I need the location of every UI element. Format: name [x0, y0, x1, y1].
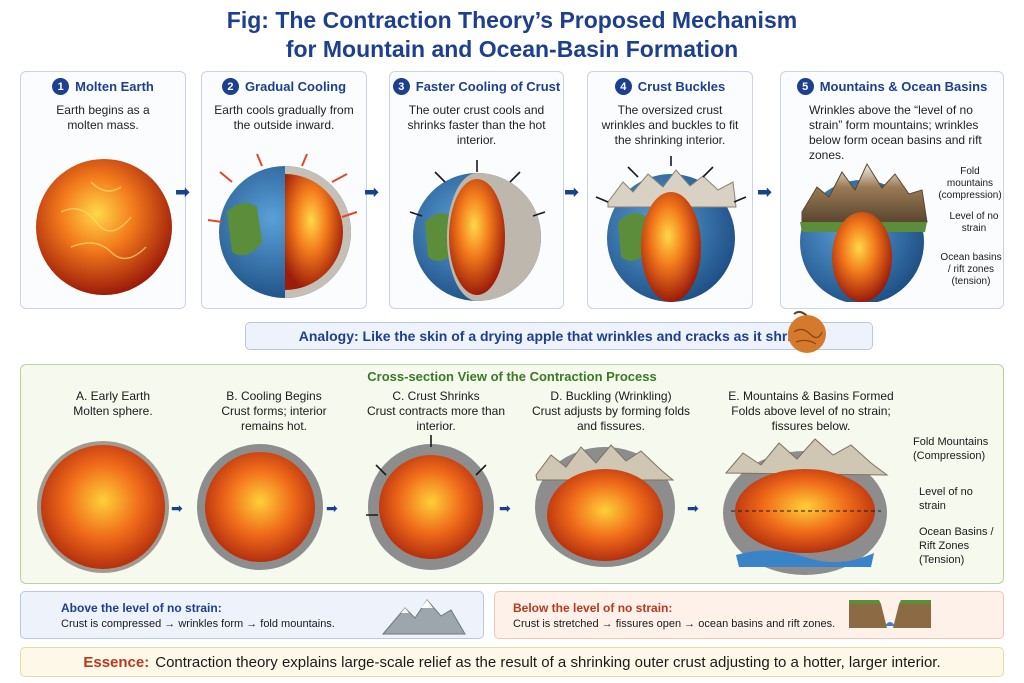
above-heading: Above the level of no strain:: [61, 601, 222, 615]
arrow-right-icon: ➡: [175, 182, 191, 202]
svg-text:➡: ➡: [687, 500, 699, 516]
stage-2-panel: 2 Gradual Cooling Earth cools gradually f…: [201, 71, 367, 309]
below-body: Crust is stretched → fissures open → oce…: [513, 618, 836, 630]
cross-section-col-b: B. Cooling Begins Crust forms; interior r…: [221, 389, 327, 433]
stage-number: 3: [392, 78, 410, 95]
level-no-strain-label-xs: Level of no strain: [919, 486, 973, 512]
above-no-strain-box: Above the level of no strain: Crust is c…: [20, 591, 484, 639]
stage-description: The outer crust cools and shrinks faster…: [407, 103, 546, 147]
analogy-banner: Analogy: Like the skin of a drying apple…: [245, 322, 873, 350]
title-line-2: for Mountain and Ocean-Basin Formation: [285, 36, 739, 62]
fold-mountains-label-xs: Fold Mountains (Compression): [913, 436, 989, 462]
cooling-earth-illustration: [207, 153, 358, 298]
stage-title: Mountains & Ocean Basins: [819, 79, 988, 94]
stage-number: 4: [614, 78, 632, 95]
fold-mountains-label: Fold mountains (compression): [938, 166, 1002, 201]
apple-icon: [788, 310, 826, 353]
arrow-right-icon: ➡: [364, 182, 380, 202]
stage-title: Molten Earth: [75, 79, 154, 94]
cross-section-panel: Cross-section View of the Contraction Pr…: [20, 364, 1004, 584]
stage-number: 2: [221, 78, 239, 95]
svg-text:➡: ➡: [326, 500, 338, 516]
stage-description: Earth begins as a molten mass.: [56, 103, 150, 132]
stage-description: Wrinkles above the “level of no strain” …: [809, 103, 982, 162]
below-no-strain-box: Below the level of no strain: Crust is s…: [494, 591, 1004, 639]
ocean-basins-label-xs: Ocean Basins / Rift Zones (Tension): [919, 526, 994, 566]
mountain-icon: [381, 599, 466, 635]
arrow-right-icon: ➡: [757, 182, 773, 202]
cross-section-col-e: E. Mountains & Basins Formed Folds above …: [728, 389, 894, 433]
svg-text:➡: ➡: [499, 500, 511, 516]
cross-section-illustration: ➡ ➡ ➡ ➡: [37, 435, 889, 575]
figure-title: Fig: The Contraction Theory’s Proposed M…: [0, 6, 1024, 64]
cross-section-col-d: D. Buckling (Wrinkling) Crust adjusts by …: [531, 389, 691, 433]
essence-text: Contraction theory explains large-scale …: [155, 653, 941, 671]
cross-section-col-c: C. Crust Shrinks Crust contracts more tha…: [366, 389, 506, 433]
stage-5-panel: 5 Mountains & Ocean Basins Wrinkles above…: [780, 71, 1004, 309]
essence-banner: Essence: Contraction theory explains lar…: [20, 647, 1004, 677]
stage-4-panel: 4 Crust Buckles The oversized crust wrink…: [587, 71, 753, 309]
crust-buckles-illustration: [595, 156, 747, 302]
cross-section-title: Cross-section View of the Contraction Pr…: [367, 369, 657, 384]
title-line-1: Fig: The Contraction Theory’s Proposed M…: [226, 7, 798, 33]
level-no-strain-label: Level of no strain: [949, 211, 999, 234]
stage-description: The oversized crust wrinkles and buckles…: [601, 103, 739, 147]
below-heading: Below the level of no strain:: [513, 601, 673, 615]
stage-title: Faster Cooling of Crust: [415, 79, 561, 94]
stage-number: 5: [796, 78, 814, 95]
svg-text:➡: ➡: [171, 500, 183, 516]
essence-key: Essence:: [83, 653, 150, 671]
arrow-right-icon: ➡: [564, 182, 580, 202]
stage-title: Crust Buckles: [637, 79, 726, 94]
stage-3-panel: 3 Faster Cooling of Crust The outer crust…: [389, 71, 564, 309]
crust-shrinks-illustration: [409, 160, 546, 301]
stage-title: Gradual Cooling: [244, 79, 347, 94]
stage-1-panel: 1 Molten Earth Earth begins as a molten m…: [20, 71, 186, 309]
stage-number: 1: [52, 78, 70, 95]
molten-earth-illustration: [36, 159, 172, 295]
mountains-basins-illustration: [800, 162, 928, 302]
ocean-basins-label: Ocean basins / rift zones (tension): [940, 252, 1002, 287]
stage-description: Earth cools gradually from the outside i…: [214, 103, 354, 132]
cross-section-col-a: A. Early Earth Molten sphere.: [73, 389, 153, 418]
above-body: Crust is compressed → wrinkles form → fo…: [61, 618, 335, 630]
rift-valley-icon: [849, 600, 931, 628]
